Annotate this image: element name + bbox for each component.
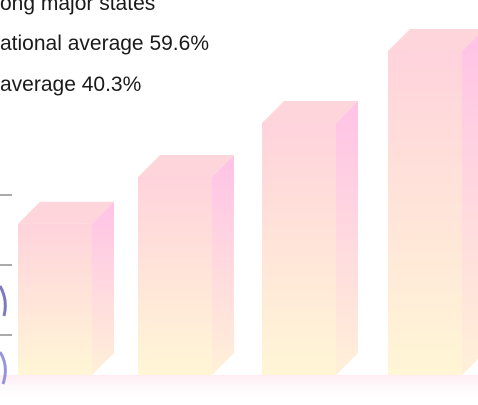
floor-shadow bbox=[0, 375, 478, 405]
caption-line-3: average 40.3% bbox=[0, 73, 142, 96]
edge-arc-1 bbox=[0, 285, 7, 317]
bar-top bbox=[388, 29, 478, 51]
bar-front bbox=[388, 51, 462, 375]
bar-side bbox=[336, 101, 358, 375]
bar-2 bbox=[138, 155, 234, 375]
decor bbox=[0, 285, 7, 385]
bar-top bbox=[18, 201, 114, 224]
bar-front bbox=[138, 177, 212, 375]
bar-front bbox=[18, 223, 92, 375]
bar-1 bbox=[18, 201, 114, 375]
floor-reflection bbox=[0, 375, 478, 405]
bar-top bbox=[262, 101, 358, 123]
bar-4 bbox=[388, 29, 478, 375]
caption-line-2: ational average 59.6% bbox=[0, 32, 209, 55]
edge-arc-2 bbox=[0, 351, 7, 385]
bar-side bbox=[212, 155, 234, 375]
gridlines bbox=[0, 194, 12, 336]
bar-front bbox=[262, 123, 336, 375]
caption-line-1: ong major states bbox=[0, 0, 156, 15]
bar-side bbox=[462, 35, 478, 375]
chart-caption: ong major states ational average 59.6% a… bbox=[0, 0, 478, 120]
bar-top bbox=[138, 155, 234, 177]
bar-side bbox=[92, 201, 114, 375]
bar-3 bbox=[262, 101, 358, 375]
bars bbox=[18, 29, 478, 375]
